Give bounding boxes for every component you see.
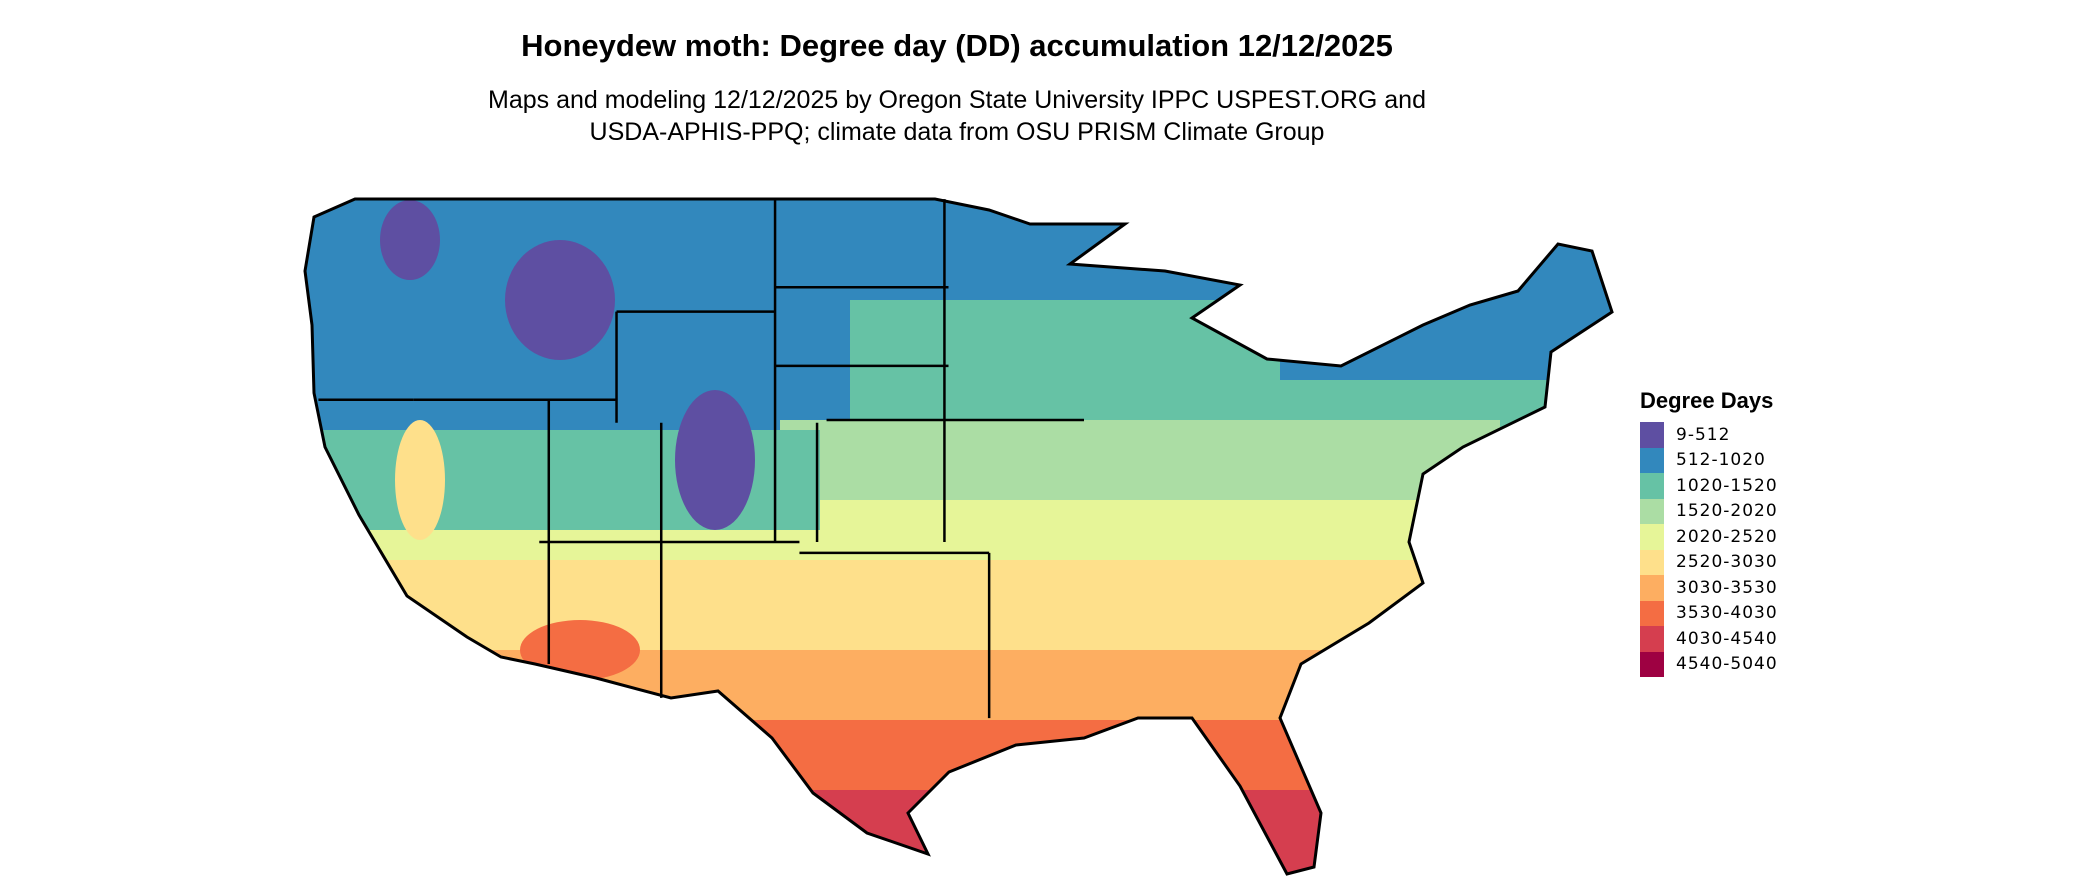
map-subtitle: Maps and modeling 12/12/2025 by Oregon S… bbox=[0, 84, 1914, 148]
us-outline bbox=[303, 197, 1614, 876]
legend-item: 512-1020 bbox=[1640, 447, 1778, 473]
legend-title: Degree Days bbox=[1640, 388, 1774, 413]
legend-swatch bbox=[1640, 651, 1664, 677]
legend: Degree Days 9-512 512-1020 1020-1520 1520-2… bbox=[1640, 388, 1778, 677]
legend-item: 3530-4030 bbox=[1640, 600, 1778, 626]
legend-label: 1020-1520 bbox=[1676, 475, 1778, 496]
legend-swatch bbox=[1640, 549, 1664, 575]
purple-idaho bbox=[505, 240, 615, 360]
state-borders bbox=[318, 199, 1084, 719]
legend-item: 1520-2020 bbox=[1640, 498, 1778, 524]
map-title: Honeydew moth: Degree day (DD) accumulat… bbox=[521, 28, 1393, 63]
band-2520-3030 bbox=[305, 560, 1612, 650]
legend-label: 3030-3530 bbox=[1676, 577, 1778, 598]
legend-swatch bbox=[1640, 447, 1664, 473]
yellow-central-valley bbox=[395, 420, 445, 540]
band-3030-3530 bbox=[305, 650, 1612, 720]
band-4030-4540 bbox=[305, 790, 1612, 874]
band-3530-4030 bbox=[305, 720, 1612, 790]
band-1520-2020 bbox=[780, 420, 1500, 500]
legend-label: 2520-3030 bbox=[1676, 552, 1778, 573]
legend-item: 4030-4540 bbox=[1640, 626, 1778, 652]
legend-label: 1520-2020 bbox=[1676, 501, 1778, 522]
legend-item: 4540-5040 bbox=[1640, 651, 1778, 677]
legend-label: 3530-4030 bbox=[1676, 603, 1778, 624]
purple-colorado bbox=[675, 390, 755, 530]
legend-swatch bbox=[1640, 473, 1664, 499]
legend-swatch bbox=[1640, 422, 1664, 448]
legend-item: 2020-2520 bbox=[1640, 524, 1778, 550]
subtitle-line-1: Maps and modeling 12/12/2025 by Oregon S… bbox=[488, 86, 1426, 114]
purple-cascades bbox=[380, 200, 440, 280]
map-fill bbox=[305, 199, 1612, 874]
legend-label: 512-1020 bbox=[1676, 450, 1766, 471]
legend-item: 1020-1520 bbox=[1640, 473, 1778, 499]
legend-label: 4030-4540 bbox=[1676, 628, 1778, 649]
legend-swatch bbox=[1640, 498, 1664, 524]
legend-swatch bbox=[1640, 626, 1664, 652]
band-512-1020 bbox=[305, 199, 1612, 300]
legend-item: 3030-3530 bbox=[1640, 575, 1778, 601]
subtitle-line-2: USDA-APHIS-PPQ; climate data from OSU PR… bbox=[589, 118, 1325, 146]
legend-item: 9-512 bbox=[1640, 422, 1778, 448]
legend-label: 9-512 bbox=[1676, 424, 1731, 445]
legend-swatch bbox=[1640, 524, 1664, 550]
red-desert bbox=[520, 620, 640, 680]
legend-swatch bbox=[1640, 575, 1664, 601]
legend-item: 2520-3030 bbox=[1640, 549, 1778, 575]
legend-label: 4540-5040 bbox=[1676, 654, 1778, 675]
legend-label: 2020-2520 bbox=[1676, 526, 1778, 547]
legend-swatch bbox=[1640, 600, 1664, 626]
